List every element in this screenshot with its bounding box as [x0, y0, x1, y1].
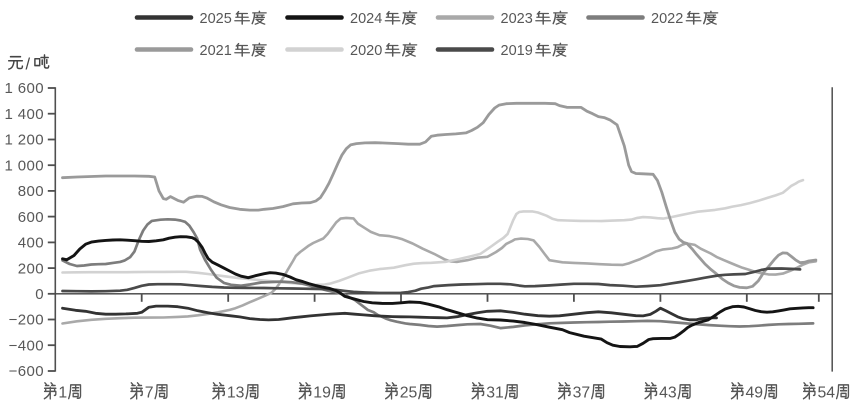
- svg-text:1: 1: [58, 384, 67, 401]
- svg-text:13: 13: [227, 384, 245, 401]
- svg-text:−200: −200: [9, 312, 44, 329]
- svg-text:49: 49: [746, 384, 764, 401]
- svg-text:1 600: 1 600: [4, 80, 44, 97]
- svg-text:0: 0: [35, 286, 44, 303]
- svg-text:2019: 2019: [501, 43, 533, 59]
- svg-text:19: 19: [313, 384, 331, 401]
- svg-text:7: 7: [145, 384, 154, 401]
- svg-text:2020: 2020: [350, 43, 382, 59]
- svg-text:−400: −400: [9, 337, 44, 354]
- svg-text:31: 31: [486, 384, 504, 401]
- svg-text:−600: −600: [9, 363, 44, 380]
- svg-text:2023: 2023: [501, 11, 533, 27]
- svg-text:2025: 2025: [200, 11, 232, 27]
- svg-text:1 200: 1 200: [4, 132, 44, 149]
- svg-text:200: 200: [18, 260, 44, 277]
- svg-text:800: 800: [18, 183, 44, 200]
- svg-text:37: 37: [573, 384, 591, 401]
- svg-text:2021: 2021: [200, 43, 232, 59]
- svg-text:2022: 2022: [651, 11, 683, 27]
- svg-text:/: /: [26, 56, 31, 74]
- svg-text:400: 400: [18, 235, 44, 252]
- svg-text:1 400: 1 400: [4, 106, 44, 123]
- svg-text:600: 600: [18, 209, 44, 226]
- svg-text:2024: 2024: [350, 11, 382, 27]
- svg-text:43: 43: [659, 384, 677, 401]
- svg-text:25: 25: [400, 384, 418, 401]
- svg-text:1 000: 1 000: [4, 157, 44, 174]
- svg-text:54: 54: [818, 384, 836, 401]
